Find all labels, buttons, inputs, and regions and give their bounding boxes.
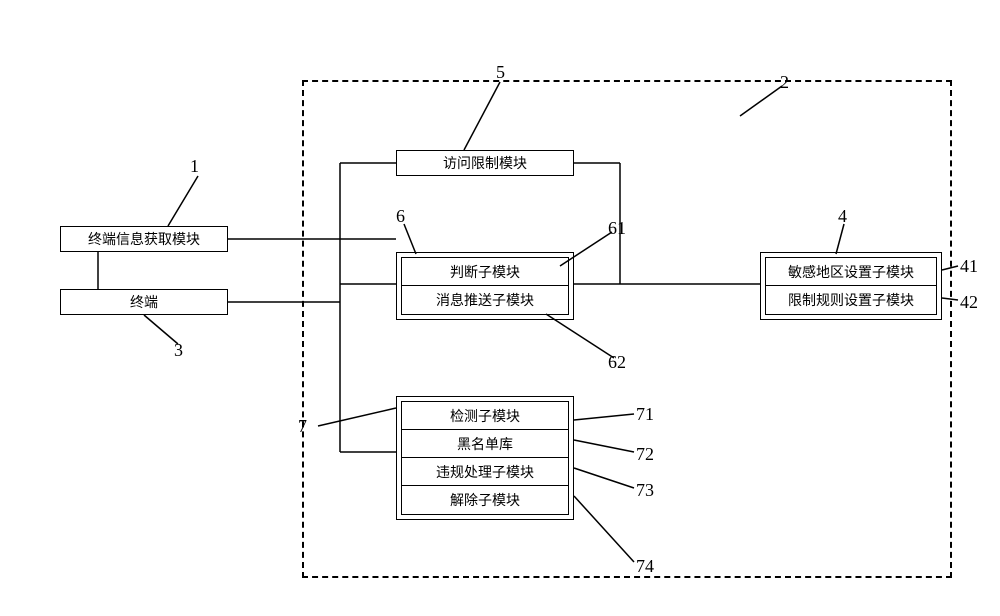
num-41: 41 xyxy=(960,256,978,277)
num-1: 1 xyxy=(190,156,199,177)
group-6: 判断子模块 消息推送子模块 xyxy=(396,252,574,320)
group-7: 检测子模块 黑名单库 违规处理子模块 解除子模块 xyxy=(396,396,574,520)
num-42: 42 xyxy=(960,292,978,313)
box-terminal-info: 终端信息获取模块 xyxy=(60,226,228,252)
box-terminal-label: 终端 xyxy=(130,292,158,312)
num-74: 74 xyxy=(636,556,654,577)
box-terminal: 终端 xyxy=(60,289,228,315)
group6-row-1: 消息推送子模块 xyxy=(402,286,568,314)
group7-row-2: 违规处理子模块 xyxy=(402,458,568,486)
group7-row-1-label: 黑名单库 xyxy=(457,434,513,454)
group4-row-1: 限制规则设置子模块 xyxy=(766,286,936,314)
group7-row-0: 检测子模块 xyxy=(402,402,568,430)
num-72: 72 xyxy=(636,444,654,465)
group7-row-0-label: 检测子模块 xyxy=(450,406,520,426)
box-access-limit: 访问限制模块 xyxy=(396,150,574,176)
box-terminal-info-label: 终端信息获取模块 xyxy=(88,229,200,249)
group7-row-2-label: 违规处理子模块 xyxy=(436,462,534,482)
num-71: 71 xyxy=(636,404,654,425)
group4-row-0: 敏感地区设置子模块 xyxy=(766,258,936,286)
num-62: 62 xyxy=(608,352,626,373)
num-5: 5 xyxy=(496,62,505,83)
diagram-canvas: 终端信息获取模块 终端 访问限制模块 判断子模块 消息推送子模块 敏感地区设置子… xyxy=(0,0,1000,616)
num-3: 3 xyxy=(174,340,183,361)
group7-row-1: 黑名单库 xyxy=(402,430,568,458)
num-73: 73 xyxy=(636,480,654,501)
group6-row-0-label: 判断子模块 xyxy=(450,262,520,282)
group7-row-3: 解除子模块 xyxy=(402,486,568,514)
group4-row-0-label: 敏感地区设置子模块 xyxy=(788,262,914,282)
num-2: 2 xyxy=(780,72,789,93)
group4-row-1-label: 限制规则设置子模块 xyxy=(788,290,914,310)
num-4: 4 xyxy=(838,206,847,227)
group7-row-3-label: 解除子模块 xyxy=(450,490,520,510)
group6-row-0: 判断子模块 xyxy=(402,258,568,286)
num-7: 7 xyxy=(298,416,307,437)
num-61: 61 xyxy=(608,218,626,239)
group-4: 敏感地区设置子模块 限制规则设置子模块 xyxy=(760,252,942,320)
group6-row-1-label: 消息推送子模块 xyxy=(436,290,534,310)
num-6: 6 xyxy=(396,206,405,227)
box-access-limit-label: 访问限制模块 xyxy=(443,153,527,173)
